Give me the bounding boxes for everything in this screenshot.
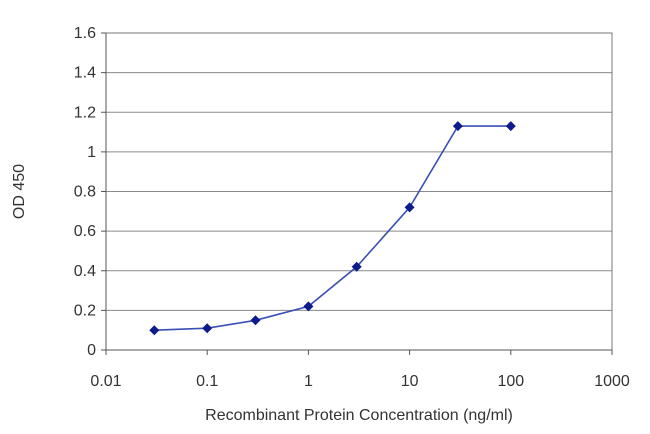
x-tick-label: 10 xyxy=(401,373,419,390)
y-axis-ticks: 0 0.2 0.4 0.6 0.8 1 1.2 1.4 1.6 xyxy=(74,25,106,359)
x-tick-label: 100 xyxy=(497,373,524,390)
y-tick-label: 0.8 xyxy=(74,184,96,201)
y-tick-label: 0.6 xyxy=(74,223,96,240)
x-axis-ticks: 0.01 0.1 1 10 100 1000 xyxy=(90,350,630,390)
x-axis-title: Recombinant Protein Concentration (ng/ml… xyxy=(205,407,513,424)
x-tick-label: 0.01 xyxy=(90,373,121,390)
data-point xyxy=(202,323,213,334)
data-point xyxy=(250,315,261,326)
y-tick-label: 1.4 xyxy=(74,65,96,82)
x-tick-label: 0.1 xyxy=(196,373,218,390)
y-tick-label: 1 xyxy=(87,144,96,161)
gridlines xyxy=(106,32,612,311)
y-tick-label: 0.2 xyxy=(74,302,96,319)
data-point xyxy=(149,325,160,336)
y-tick-label: 0.4 xyxy=(74,263,96,280)
data-point xyxy=(505,121,516,132)
series-layer xyxy=(149,121,516,336)
x-tick-label: 1000 xyxy=(594,373,630,390)
y-tick-label: 0 xyxy=(87,342,96,359)
data-point xyxy=(351,261,362,272)
series-line xyxy=(154,125,511,331)
x-tick-label: 1 xyxy=(304,373,313,390)
data-point xyxy=(452,121,463,132)
data-point xyxy=(303,301,314,312)
y-axis-title: OD 450 xyxy=(11,164,28,219)
y-tick-label: 1.6 xyxy=(74,25,96,42)
data-point xyxy=(404,202,415,213)
y-tick-label: 1.2 xyxy=(74,104,96,121)
